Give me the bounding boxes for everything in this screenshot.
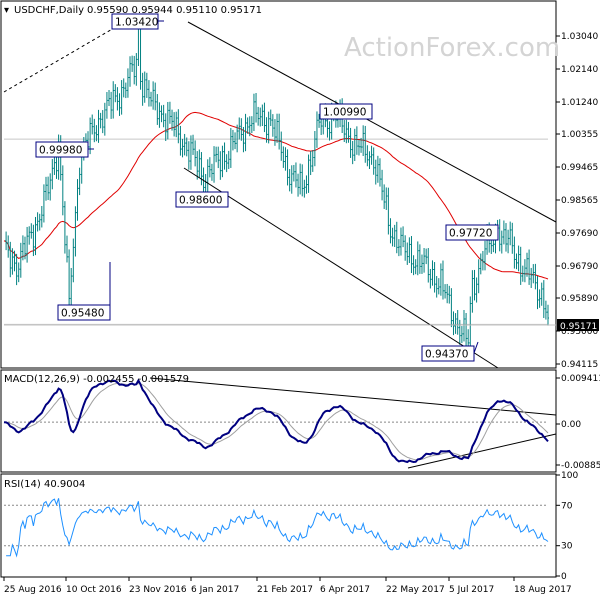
price-label: 1.00990	[319, 103, 373, 120]
main-header-symbol: USDCHF,Daily	[14, 5, 84, 16]
watermark: ActionForex.com	[344, 33, 560, 63]
macd-upper-trendline	[149, 377, 557, 416]
price-labels: 1.03420 0.99980 0.98600 0.95480 1.00990 0.977…	[35, 13, 499, 362]
lower-channel-line	[183, 167, 499, 369]
macd-main-line	[3, 378, 549, 464]
macd-signal-line	[4, 382, 549, 461]
price-candles	[5, 18, 549, 351]
price-label: 1.03420	[111, 13, 159, 30]
price-axis-label: 1.02140	[561, 65, 598, 75]
price-axis-label: 1.03040	[561, 32, 598, 42]
macd-axis-label: 0.009411	[561, 374, 600, 384]
date-axis-label: 25 Aug 2016	[4, 585, 62, 595]
date-axis-label: 6 Apr 2017	[320, 585, 370, 595]
date-axis-label: 6 Jan 2017	[191, 585, 239, 595]
macd-panel	[0, 369, 557, 473]
rsi-axis-label: 70	[561, 501, 573, 511]
price-label-text: 0.98600	[179, 195, 222, 207]
price-label-box	[319, 103, 373, 120]
price-axis-label: 1.01240	[561, 98, 598, 108]
label-connector	[473, 341, 479, 354]
rsi-series-line	[6, 498, 549, 558]
price-axis-label: 0.99465	[561, 163, 598, 173]
macd-header: MACD(12,26,9) -0.002455 -0.001579	[4, 374, 189, 385]
price-label: 0.98600	[175, 191, 229, 208]
price-axis-label: 0.96790	[561, 262, 598, 272]
price-label-box	[445, 224, 499, 241]
price-label-text: 1.03420	[115, 17, 158, 29]
price-axis-label: 0.95890	[561, 294, 598, 304]
date-axis-label: 10 Oct 2016	[66, 585, 122, 595]
date-axis-label: 21 Feb 2017	[257, 585, 313, 595]
price-label-box	[175, 191, 229, 208]
date-axis-label: 23 Nov 2016	[129, 585, 187, 595]
date-axis-label: 18 Aug 2017	[514, 585, 572, 595]
macd-lines	[3, 378, 549, 464]
price-axis-label: 1.00355	[561, 130, 598, 140]
price-label: 0.95480	[57, 304, 111, 321]
rsi-axis-label: 0	[561, 572, 567, 582]
price-label-box	[57, 304, 111, 321]
current-price-tag	[557, 319, 599, 331]
price-label: 0.99980	[35, 141, 89, 158]
price-label-text: 0.95480	[61, 308, 104, 320]
main-header-arrow: ▾	[4, 5, 9, 16]
price-label-text: 0.94370	[425, 349, 468, 361]
macd-lower-trendline	[407, 433, 557, 469]
price-axis-label: 0.98565	[561, 196, 598, 206]
date-axis-label: 5 Jul 2017	[449, 585, 494, 595]
rsi-header: RSI(14) 40.9004	[4, 479, 85, 490]
price-label-text: 0.99980	[39, 145, 82, 157]
price-axis-label: 0.94115	[561, 360, 598, 370]
rsi-axis-label: 100	[561, 471, 578, 481]
upper-channel-line	[187, 21, 557, 223]
macd-axis-label: 0.00	[561, 420, 581, 430]
price-label-text: 1.00990	[323, 107, 366, 119]
macd-axis-label: -0.008852	[561, 461, 600, 471]
current-price-value: 0.95171	[560, 322, 597, 332]
price-axis-label: 0.97690	[561, 229, 598, 239]
price-label-box	[421, 345, 475, 362]
rsi-line	[6, 498, 549, 558]
price-axis-label: 0.95000	[561, 327, 598, 337]
trendlines	[3, 21, 557, 469]
price-label: 0.97720	[445, 224, 499, 241]
price-label-text: 0.97720	[449, 228, 492, 240]
axis-ticks: 1.03040 1.02140 1.01240 1.00355 0.99465 0.985…	[3, 32, 600, 595]
price-label: 0.94370	[421, 345, 475, 362]
main-header-values: 0.95590 0.95944 0.95110 0.95171	[87, 5, 262, 16]
rsi-axis-label: 30	[561, 542, 573, 552]
date-axis-label: 22 May 2017	[386, 585, 445, 595]
